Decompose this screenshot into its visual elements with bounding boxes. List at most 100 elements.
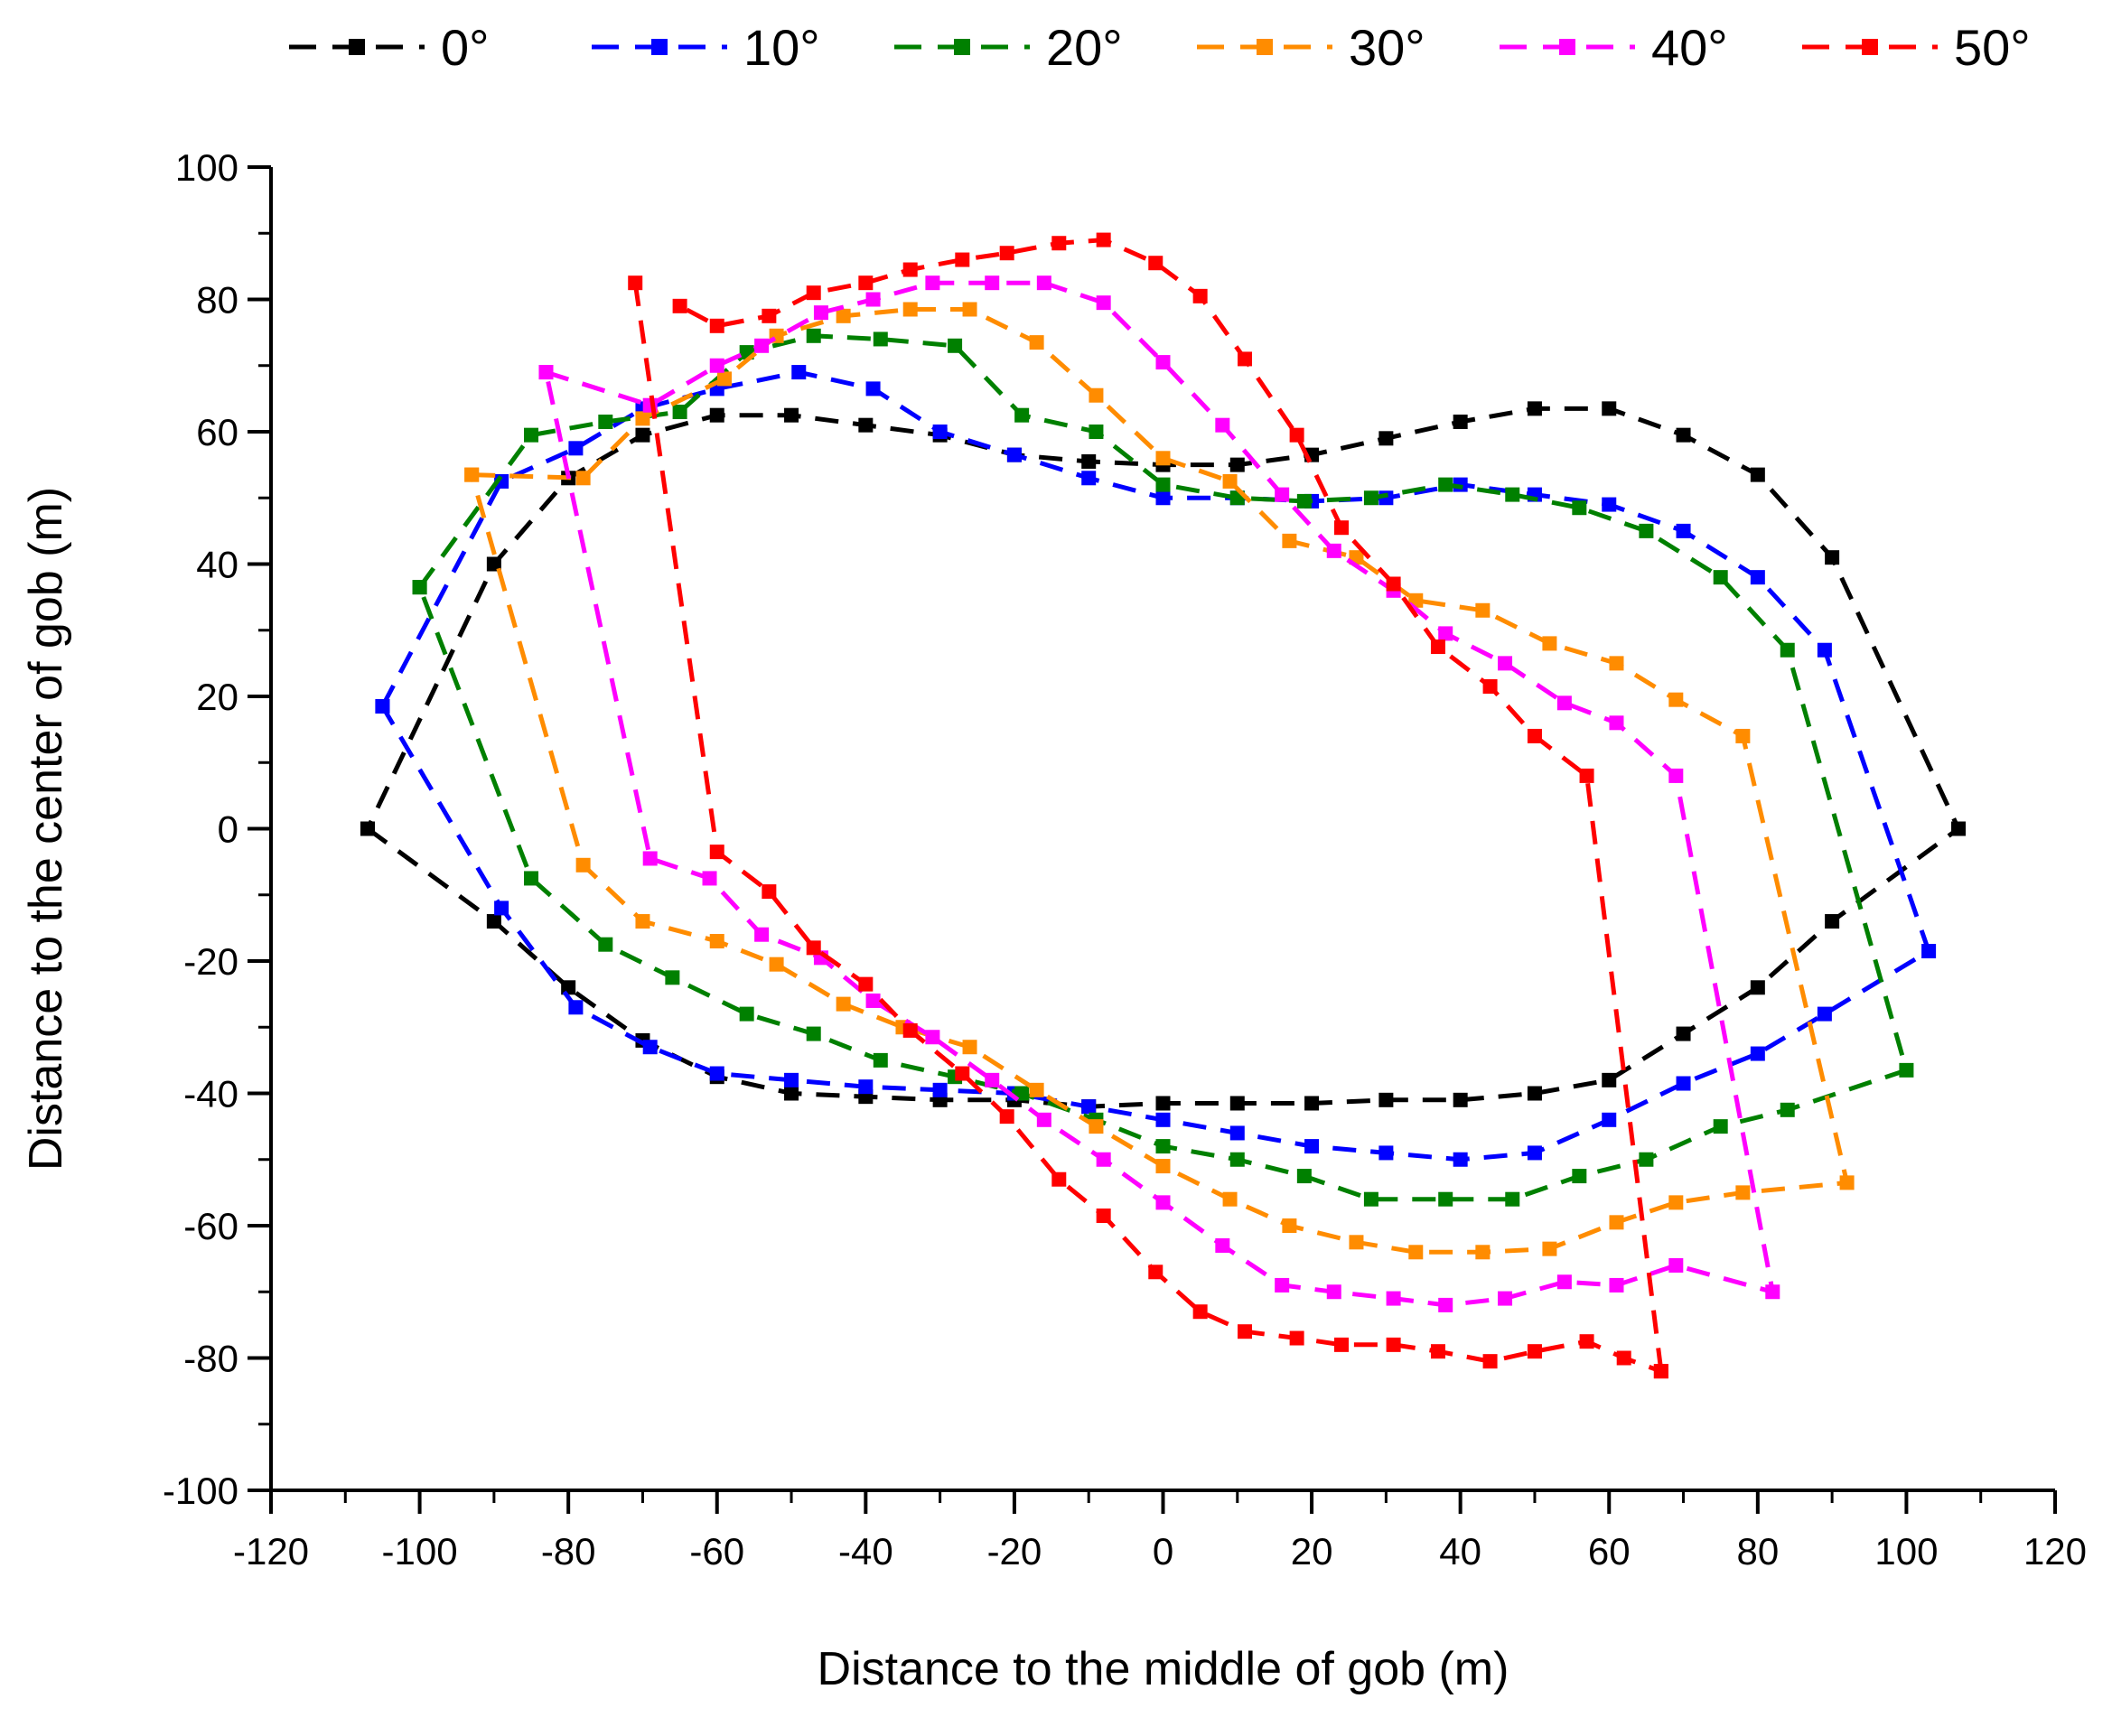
data-point — [412, 580, 427, 595]
data-point — [1765, 1284, 1780, 1300]
data-point — [1275, 1277, 1290, 1293]
data-point — [1542, 636, 1557, 651]
data-point — [1735, 1185, 1751, 1200]
data-point — [813, 305, 828, 321]
data-point — [1609, 715, 1624, 731]
data-point — [1668, 692, 1684, 707]
data-point — [955, 1066, 970, 1081]
data-point — [858, 417, 874, 433]
data-point — [791, 365, 807, 380]
y-ticks: -100 -80 -60 -40 -20 0 20 40 60 80 100 — [163, 146, 271, 1512]
data-point — [1282, 533, 1297, 548]
y-axis-title: Distance to the center of gob (m) — [20, 487, 72, 1171]
data-point — [754, 338, 770, 353]
data-point — [1542, 1241, 1557, 1256]
data-point — [1408, 1245, 1424, 1260]
legend-label: 20° — [1046, 19, 1123, 76]
data-point — [1282, 1218, 1297, 1233]
data-point — [709, 1066, 724, 1081]
data-point — [1155, 355, 1171, 370]
data-point — [806, 1026, 821, 1041]
y-tick-label: 0 — [218, 808, 238, 851]
x-tick-label: -60 — [689, 1530, 744, 1573]
data-point — [568, 1000, 584, 1015]
data-point — [561, 980, 576, 995]
data-point — [1676, 1076, 1691, 1091]
data-point — [1676, 1026, 1691, 1041]
data-point — [1051, 236, 1067, 251]
data-point — [1238, 351, 1253, 367]
data-point — [1081, 471, 1097, 486]
data-point — [1676, 523, 1691, 538]
data-point — [709, 934, 724, 949]
data-point — [1289, 427, 1304, 443]
legend-item: 50° — [1802, 19, 2031, 76]
data-point — [865, 292, 881, 307]
legend-item: 0° — [289, 19, 490, 76]
data-point — [716, 371, 732, 387]
x-tick-label: -40 — [838, 1530, 893, 1573]
y-tick-label: 100 — [175, 146, 238, 189]
data-point — [762, 308, 777, 323]
data-point — [769, 957, 784, 972]
series-4 — [538, 275, 1780, 1312]
legend-item: 20° — [894, 19, 1123, 76]
y-tick-label: 40 — [196, 544, 238, 586]
data-point — [1029, 335, 1044, 350]
data-point — [1051, 1171, 1067, 1187]
data-point — [1750, 1046, 1765, 1061]
data-point — [1609, 1277, 1624, 1293]
data-point — [1579, 1334, 1594, 1349]
data-point — [1527, 1086, 1542, 1101]
data-point — [806, 285, 821, 301]
data-point — [1096, 1209, 1111, 1224]
data-point — [962, 302, 977, 317]
data-point — [739, 1006, 754, 1022]
data-point — [1668, 1195, 1684, 1210]
data-point — [1326, 1284, 1341, 1300]
series-line — [469, 307, 1850, 1255]
data-point — [784, 1072, 799, 1087]
series-layer — [360, 232, 1967, 1379]
x-ticks: -120 -100 -80 -60 -40 -20 0 20 40 60 80 100 120 — [233, 1490, 2087, 1573]
data-point — [985, 275, 1000, 291]
data-point — [1453, 1152, 1468, 1167]
data-point — [754, 927, 770, 942]
data-point — [1229, 1152, 1245, 1167]
data-point — [1349, 1235, 1364, 1250]
data-point — [1014, 407, 1030, 423]
data-point — [486, 914, 501, 929]
data-point — [1430, 1344, 1445, 1359]
x-tick-label: 0 — [1153, 1530, 1173, 1573]
data-point — [1036, 1112, 1051, 1127]
data-point — [1750, 570, 1765, 585]
data-point — [642, 1040, 658, 1055]
data-point — [1096, 295, 1111, 311]
data-point — [1386, 576, 1401, 592]
series-3 — [464, 302, 1855, 1260]
data-point — [1482, 679, 1498, 695]
legend-marker — [1862, 39, 1878, 55]
data-point — [1229, 1125, 1245, 1141]
x-tick-label: -120 — [233, 1530, 309, 1573]
data-point — [1334, 520, 1349, 536]
data-point — [784, 1086, 799, 1101]
data-point — [1780, 642, 1795, 658]
data-point — [999, 246, 1014, 261]
data-point — [1089, 425, 1104, 439]
data-point — [865, 381, 881, 397]
data-point — [1029, 1082, 1044, 1097]
data-point — [635, 427, 650, 443]
data-point — [709, 407, 724, 423]
data-point — [1825, 550, 1840, 565]
data-point — [1192, 288, 1208, 303]
data-point — [1096, 1152, 1111, 1167]
data-point — [642, 851, 658, 866]
data-point — [1081, 1099, 1097, 1115]
data-point — [1438, 626, 1453, 641]
data-point — [858, 275, 874, 291]
data-point — [858, 1079, 874, 1095]
data-point — [598, 937, 613, 952]
data-point — [1556, 695, 1572, 711]
